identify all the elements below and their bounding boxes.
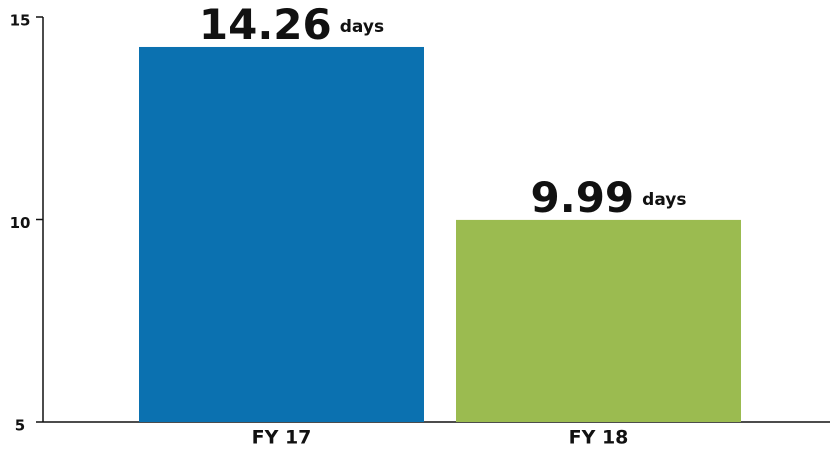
- x-tick-label: FY 17: [252, 427, 312, 449]
- bar: [456, 219, 741, 422]
- bar: [139, 46, 424, 422]
- y-tick-label: 15: [10, 12, 31, 30]
- x-tick-label: FY 18: [569, 427, 629, 449]
- value-label: 14.26 days: [199, 0, 384, 48]
- value-number: 14.26: [199, 0, 332, 48]
- y-tick-label: 10: [10, 214, 31, 232]
- value-number: 9.99: [531, 172, 635, 221]
- value-label: 9.99 days: [531, 172, 687, 221]
- value-unit: days: [642, 190, 686, 210]
- value-unit: days: [340, 17, 384, 37]
- y-tick-label: 5: [15, 417, 25, 435]
